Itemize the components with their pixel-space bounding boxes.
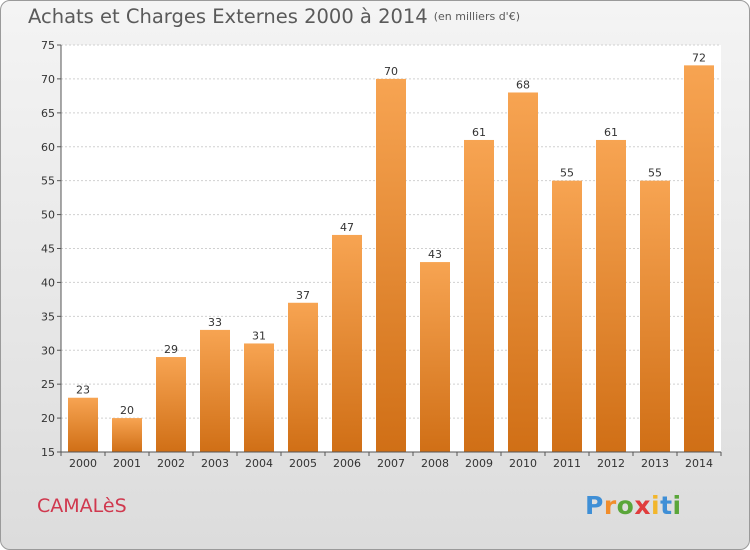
y-tick-label: 35 (41, 310, 55, 323)
bars-group: 23 20 29 33 31 37 47 70 43 61 68 55 61 55 72 (68, 51, 714, 453)
y-tick-label: 50 (41, 209, 55, 222)
logo-letter: P (585, 491, 604, 520)
bar (68, 397, 98, 452)
y-tick-label: 15 (41, 446, 55, 459)
data-label: 33 (208, 316, 222, 329)
x-tick-label: 2001 (113, 457, 141, 470)
chart-title-text: Achats et Charges Externes 2000 à 2014 (28, 5, 428, 28)
logo-letter: o (616, 491, 635, 520)
bar (596, 139, 626, 452)
logo-letter: t (660, 491, 673, 520)
logo-letter: i (651, 491, 661, 520)
data-label: 43 (428, 248, 442, 261)
x-tick-label: 2000 (69, 457, 97, 470)
y-tick-label: 65 (41, 107, 55, 120)
x-tick-label: 2002 (157, 457, 185, 470)
bar (112, 418, 142, 452)
bar (464, 139, 494, 452)
x-tick-label: 2011 (553, 457, 581, 470)
proxiti-logo[interactable]: Proxiti (585, 491, 682, 520)
logo-letter: r (603, 491, 617, 520)
data-label: 72 (692, 51, 706, 64)
x-tick-label: 2009 (465, 457, 493, 470)
bar (376, 78, 406, 453)
data-label: 20 (120, 404, 134, 417)
y-tick-label: 20 (41, 412, 55, 425)
x-tick-label: 2010 (509, 457, 537, 470)
bar (420, 262, 450, 452)
data-label: 70 (384, 65, 398, 78)
bar (244, 343, 274, 452)
bar (156, 357, 186, 452)
bar (640, 180, 670, 452)
data-label: 47 (340, 221, 354, 234)
x-tick-label: 2012 (597, 457, 625, 470)
town-name: CAMALèS (37, 495, 127, 517)
data-label: 68 (516, 78, 530, 91)
y-tick-label: 70 (41, 73, 55, 86)
data-label: 61 (604, 126, 618, 139)
y-tick-label: 30 (41, 344, 55, 357)
y-tick-label: 55 (41, 175, 55, 188)
data-label: 31 (252, 329, 266, 342)
y-axis: 15 20 25 30 35 40 45 50 55 60 65 70 75 (41, 39, 62, 459)
data-label: 23 (76, 384, 90, 397)
bar (552, 180, 582, 452)
logo-letter: x (634, 491, 651, 520)
y-tick-label: 25 (41, 378, 55, 391)
bar (508, 92, 538, 452)
x-tick-label: 2003 (201, 457, 229, 470)
data-label: 61 (472, 126, 486, 139)
logo-letter: i (672, 491, 682, 520)
chart-title: Achats et Charges Externes 2000 à 2014 (e… (28, 5, 520, 28)
bar (684, 65, 714, 452)
x-tick-label: 2004 (245, 457, 273, 470)
chart-subtitle: (en milliers d'€) (433, 10, 520, 23)
x-tick-label: 2013 (641, 457, 669, 470)
x-tick-label: 2008 (421, 457, 449, 470)
y-tick-label: 45 (41, 243, 55, 256)
y-tick-label: 75 (41, 39, 55, 52)
y-tick-label: 40 (41, 276, 55, 289)
bar (288, 302, 318, 452)
data-label: 37 (296, 289, 310, 302)
x-tick-label: 2005 (289, 457, 317, 470)
bar (200, 329, 230, 452)
data-label: 29 (164, 343, 178, 356)
x-axis: 2000 2001 2002 2003 2004 2005 2006 2007 2008 2009… (60, 451, 722, 470)
x-tick-label: 2006 (333, 457, 361, 470)
data-label: 55 (560, 167, 574, 180)
x-tick-label: 2014 (685, 457, 713, 470)
bar (332, 234, 362, 452)
x-tick-label: 2007 (377, 457, 405, 470)
y-tick-label: 60 (41, 141, 55, 154)
data-label: 55 (648, 167, 662, 180)
